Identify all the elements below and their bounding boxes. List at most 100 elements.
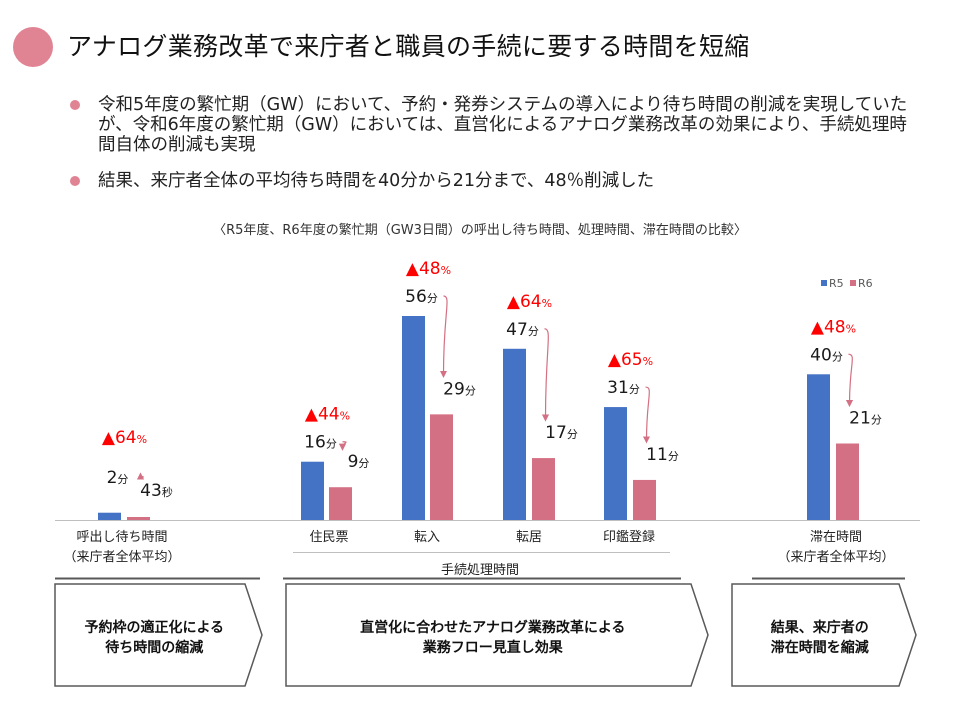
flow-step-chevron [54, 583, 263, 687]
bar-r6 [532, 458, 555, 520]
category-label: 呼出し待ち時間 （来庁者全体平均） [63, 530, 181, 565]
value-label-r5: 40分 [810, 345, 843, 365]
value-label-r6-part: 秒 [162, 485, 173, 499]
flow-step-chevron [731, 583, 917, 687]
reduction-label-part: % [846, 322, 856, 335]
bar-r5 [807, 374, 830, 520]
reduction-label-part: ▲64 [102, 428, 137, 448]
value-label-r6-part: 43 [140, 481, 162, 501]
reduction-arrow [541, 328, 550, 422]
value-label-r6-part: 9 [348, 452, 359, 472]
reduction-arrow [338, 441, 347, 451]
bullet-dot [70, 100, 80, 110]
value-label-r6: 43秒 [140, 481, 173, 501]
value-label-r5-part: 40 [810, 345, 832, 365]
flow-step-text: 予約枠の適正化による 待ち時間の縮減 [84, 620, 225, 656]
value-label-r5: 2分 [107, 468, 129, 488]
value-label-r5-part: 31 [607, 378, 629, 398]
title-bullet-dot [13, 27, 53, 67]
legend-label-r6-part: R6 [858, 277, 873, 290]
value-label-r5: 47分 [506, 320, 539, 340]
bullet-text: 結果、来庁者全体の平均待ち時間を40分から21分まで、48％削減した [98, 171, 655, 191]
bar-r6 [836, 443, 859, 520]
reduction-label-part: ▲44 [305, 405, 340, 425]
bullet-dot [70, 176, 80, 186]
reduction-label: ▲48% [406, 259, 451, 279]
page-title: アナログ業務改革で来庁者と職員の手続に要する時間を短縮 [67, 32, 750, 61]
value-label-r5-part: 56 [405, 287, 427, 307]
category-label: 転入 [413, 530, 440, 545]
value-label-r6: 21分 [849, 409, 882, 429]
reduction-arrow [439, 295, 448, 378]
flow-step-text: 直営化に合わせたアナログ業務改革による 業務フロー見直し効果 [360, 620, 626, 656]
category-label: 印鑑登録 [602, 530, 655, 545]
value-label-r5-part: 分 [326, 438, 337, 451]
legend-swatch-r6 [850, 280, 856, 286]
value-label-r6-part: 分 [567, 428, 578, 441]
value-label-r5: 56分 [405, 287, 438, 307]
value-label-r6: 29分 [443, 379, 476, 399]
value-label-r6-part: 17 [545, 423, 567, 443]
group-label: 手続処理時間 [440, 563, 519, 578]
bar-r5 [604, 407, 627, 520]
flow-step-text: 結果、来庁者の 滞在時間を縮減 [770, 620, 869, 656]
reduction-arrow [845, 353, 854, 408]
bar-r6 [329, 487, 352, 520]
reduction-label-part: % [137, 433, 147, 446]
bar-r6 [127, 517, 150, 520]
reduction-label-part: ▲48 [811, 317, 846, 337]
value-label-r5-part: 2 [107, 468, 118, 488]
value-label-r5-part: 分 [629, 383, 640, 396]
bar-r5 [402, 316, 425, 520]
value-label-r6-part: 21 [849, 409, 871, 429]
value-label-r6-part: 11 [646, 445, 668, 465]
value-label-r6: 11分 [646, 445, 679, 465]
value-label-r5-part: 分 [117, 473, 128, 486]
bar-r5 [301, 461, 324, 520]
bar-r5 [503, 348, 526, 520]
bar-r6 [430, 414, 453, 520]
chart-title: 〈R5年度、R6年度の繁忙期（GW3日間）の呼出し待ち時間、処理時間、滞在時間の… [213, 223, 747, 238]
reduction-label: ▲65% [608, 350, 653, 370]
flow-step-chevron [285, 583, 709, 687]
reduction-label-part: ▲65 [608, 350, 643, 370]
reduction-label-part: % [441, 264, 451, 277]
value-label-r5-part: 分 [528, 325, 539, 338]
reduction-label: ▲44% [305, 405, 350, 425]
category-label: 転居 [515, 530, 542, 545]
legend-swatch-r5 [821, 280, 827, 286]
reduction-arrow [136, 472, 145, 480]
reduction-label-part: ▲48 [406, 259, 441, 279]
value-label-r6: 17分 [545, 423, 578, 443]
value-label-r6-part: 29 [443, 379, 465, 399]
value-label-r5-part: 分 [832, 350, 843, 363]
legend-label-r5: R5 [829, 277, 844, 290]
value-label-r6-part: 分 [465, 384, 476, 397]
value-label-r5: 16分 [304, 433, 337, 453]
value-label-r5: 31分 [607, 378, 640, 398]
legend-label-r5-part: R5 [829, 277, 844, 290]
bar-r6 [633, 479, 656, 520]
legend-label-r6: R6 [858, 277, 873, 290]
reduction-label-part: ▲64 [507, 292, 542, 312]
bullet-item: 令和5年度の繁忙期（GW）において、予約・発券システムの導入により待ち時間の削減… [70, 95, 910, 159]
bullet-text: 令和5年度の繁忙期（GW）において、予約・発券システムの導入により待ち時間の削減… [98, 95, 908, 155]
reduction-label: ▲48% [811, 317, 856, 337]
bar-r5 [98, 512, 121, 520]
reduction-arrow [642, 386, 651, 444]
category-label: 住民票 [309, 530, 349, 545]
value-label-r6-part: 分 [668, 450, 679, 463]
value-label-r6-part: 分 [358, 457, 369, 470]
reduction-label: ▲64% [507, 292, 552, 312]
reduction-label-part: % [542, 297, 552, 310]
value-label-r5-part: 16 [304, 433, 326, 453]
value-label-r5-part: 47 [506, 320, 528, 340]
value-label-r5-part: 分 [427, 292, 438, 305]
reduction-label: ▲64% [102, 428, 147, 448]
reduction-label-part: % [643, 355, 653, 368]
value-label-r6-part: 分 [871, 414, 882, 427]
reduction-label-part: % [340, 410, 350, 423]
value-label-r6: 9分 [348, 452, 370, 472]
bullet-item: 結果、来庁者全体の平均待ち時間を40分から21分まで、48％削減した [70, 171, 910, 191]
